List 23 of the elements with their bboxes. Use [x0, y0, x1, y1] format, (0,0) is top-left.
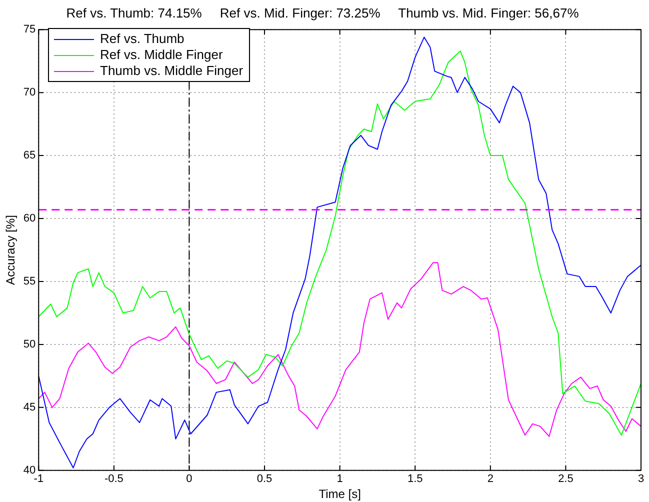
y-tick-label: 55: [23, 276, 36, 288]
x-tick-label: 0: [186, 473, 192, 486]
legend-label: Ref vs. Thumb: [100, 31, 184, 47]
legend-label: Thumb vs. Middle Finger: [100, 63, 244, 79]
chart-title: Ref vs. Thumb: 74.15% Ref vs. Mid. Finger: 73.25% Thumb vs. Mid. Finger: 56,67%: [66, 5, 580, 20]
y-tick-label: 65: [23, 150, 36, 162]
y-tick-label: 60: [23, 212, 36, 225]
x-tick-label: 2.5: [558, 473, 574, 486]
legend-label: Ref vs. Middle Finger: [100, 47, 223, 63]
x-tick-label: -0.5: [104, 473, 124, 486]
x-axis-title: Time [s]: [318, 487, 361, 502]
x-tick-label: 1.5: [407, 473, 423, 486]
y-tick-label: 75: [23, 24, 36, 36]
x-tick-label: 3: [638, 473, 644, 486]
y-tick-label: 70: [23, 86, 36, 99]
y-tick-label: 50: [23, 338, 36, 350]
x-tick-label: 1: [336, 473, 343, 486]
y-tick-label: 45: [23, 401, 36, 414]
x-tick-label: -1: [34, 473, 44, 486]
x-tick-label: 0.5: [256, 473, 272, 486]
x-tick-label: 2: [487, 473, 494, 486]
y-tick-label: 40: [23, 464, 36, 476]
y-axis-title: Accuracy [%]: [4, 214, 18, 286]
